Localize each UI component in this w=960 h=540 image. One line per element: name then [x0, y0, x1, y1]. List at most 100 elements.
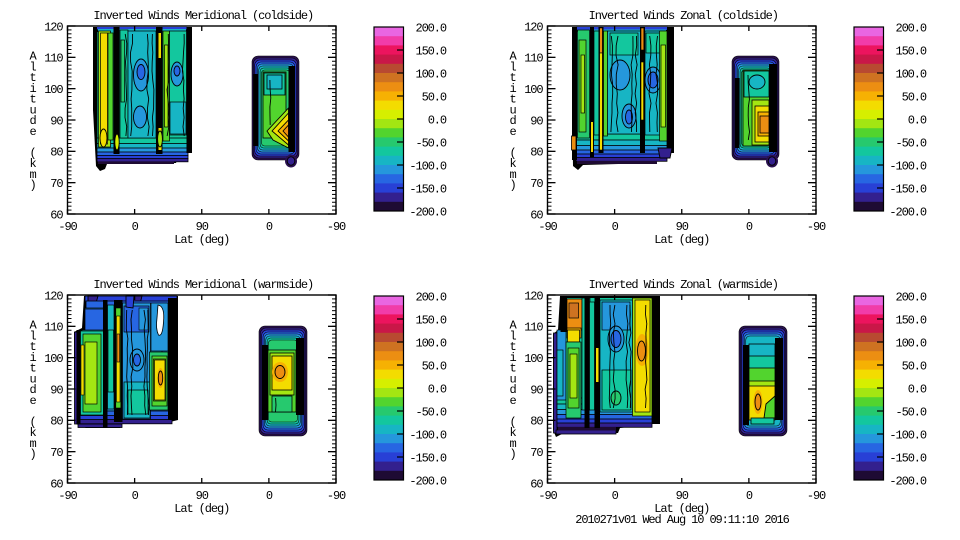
svg-text:Inverted Winds Meridional (war: Inverted Winds Meridional (warmside) [93, 278, 313, 292]
svg-text:t: t [509, 93, 515, 107]
svg-text:60: 60 [530, 477, 543, 491]
svg-text:-50.0: -50.0 [415, 137, 446, 151]
svg-text:A: A [509, 50, 517, 64]
svg-text:100: 100 [44, 352, 63, 366]
svg-text:t: t [509, 362, 515, 376]
svg-text:80: 80 [50, 415, 63, 429]
svg-text:-150.0: -150.0 [409, 452, 447, 466]
svg-text:0: 0 [746, 489, 753, 503]
svg-text:t: t [29, 93, 35, 107]
svg-text:100: 100 [524, 352, 543, 366]
svg-text:90: 90 [530, 383, 543, 397]
svg-text:150.0: 150.0 [415, 314, 446, 328]
svg-text:l: l [509, 60, 516, 74]
svg-text:Inverted Winds Meridional (col: Inverted Winds Meridional (coldside) [93, 9, 313, 23]
svg-text:150.0: 150.0 [895, 314, 926, 328]
svg-text:100: 100 [524, 83, 543, 97]
svg-text:e: e [509, 125, 516, 139]
svg-text:-150.0: -150.0 [889, 452, 927, 466]
svg-text:80: 80 [50, 146, 63, 160]
svg-text:A: A [509, 319, 517, 333]
svg-text:e: e [29, 125, 36, 139]
svg-text:(: ( [509, 146, 515, 160]
svg-text:u: u [509, 103, 516, 117]
svg-text:50.0: 50.0 [902, 91, 927, 105]
svg-text:d: d [509, 114, 516, 128]
svg-text:-50.0: -50.0 [895, 137, 926, 151]
svg-text:200.0: 200.0 [895, 22, 926, 36]
svg-text:110: 110 [44, 321, 63, 335]
svg-text:-100.0: -100.0 [889, 160, 927, 174]
svg-text:d: d [29, 114, 36, 128]
svg-text:200.0: 200.0 [415, 291, 446, 305]
svg-text:-90: -90 [58, 220, 77, 234]
svg-text:0: 0 [612, 489, 619, 503]
svg-text:100.0: 100.0 [895, 337, 926, 351]
svg-text:l: l [29, 329, 36, 343]
svg-text:90: 90 [50, 114, 63, 128]
svg-text:-90: -90 [538, 220, 557, 234]
svg-text:Lat (deg): Lat (deg) [654, 233, 709, 247]
svg-text:t: t [29, 340, 35, 354]
svg-text:70: 70 [50, 446, 63, 460]
svg-text:m: m [29, 437, 36, 451]
svg-text:m: m [509, 437, 516, 451]
svg-text:i: i [509, 82, 516, 96]
svg-text:0: 0 [132, 220, 139, 234]
svg-text:80: 80 [530, 415, 543, 429]
svg-text:-200.0: -200.0 [409, 206, 447, 220]
svg-text:-150.0: -150.0 [409, 183, 447, 197]
svg-text:Lat (deg): Lat (deg) [174, 233, 229, 247]
svg-text:90: 90 [50, 383, 63, 397]
svg-text:60: 60 [50, 208, 63, 222]
svg-text:100.0: 100.0 [415, 337, 446, 351]
svg-text:k: k [509, 157, 516, 171]
svg-text:70: 70 [50, 177, 63, 191]
svg-text:-200.0: -200.0 [409, 475, 447, 489]
svg-text:90: 90 [676, 489, 689, 503]
svg-text:0.0: 0.0 [908, 383, 927, 397]
svg-text:60: 60 [50, 477, 63, 491]
svg-text:-90: -90 [807, 489, 826, 503]
svg-text:200.0: 200.0 [415, 22, 446, 36]
svg-text:-90: -90 [538, 489, 557, 503]
svg-text:(: ( [509, 415, 515, 429]
svg-text:-50.0: -50.0 [415, 406, 446, 420]
svg-text:0.0: 0.0 [428, 114, 447, 128]
svg-text:50.0: 50.0 [422, 91, 447, 105]
svg-text:l: l [29, 60, 36, 74]
svg-text:-90: -90 [807, 220, 826, 234]
svg-text:): ) [509, 179, 515, 193]
svg-text:60: 60 [530, 208, 543, 222]
svg-text:-90: -90 [58, 489, 77, 503]
svg-text:110: 110 [44, 52, 63, 66]
svg-text:100: 100 [44, 83, 63, 97]
svg-text:): ) [29, 179, 35, 193]
svg-text:-200.0: -200.0 [889, 475, 927, 489]
svg-text:A: A [29, 50, 37, 64]
svg-text:70: 70 [530, 446, 543, 460]
svg-text:t: t [509, 340, 515, 354]
svg-text:Lat (deg): Lat (deg) [174, 502, 229, 516]
svg-text:100.0: 100.0 [895, 68, 926, 82]
svg-text:): ) [29, 448, 35, 462]
svg-text:(: ( [29, 415, 35, 429]
svg-text:2010271v01 Wed Aug 10 09:11:10: 2010271v01 Wed Aug 10 09:11:10 2016 [575, 513, 789, 527]
svg-text:200.0: 200.0 [895, 291, 926, 305]
svg-text:k: k [509, 426, 516, 440]
svg-text:(: ( [29, 146, 35, 160]
svg-text:0.0: 0.0 [908, 114, 927, 128]
svg-text:Inverted Winds Zonal (coldside: Inverted Winds Zonal (coldside) [589, 9, 778, 23]
svg-text:0: 0 [266, 220, 273, 234]
svg-text:t: t [29, 71, 35, 85]
svg-text:d: d [29, 383, 36, 397]
svg-text:0: 0 [266, 489, 273, 503]
svg-text:e: e [509, 394, 516, 408]
svg-text:l: l [509, 329, 516, 343]
svg-text:-150.0: -150.0 [889, 183, 927, 197]
svg-text:i: i [509, 351, 516, 365]
svg-text:90: 90 [676, 220, 689, 234]
svg-text:-200.0: -200.0 [889, 206, 927, 220]
svg-text:150.0: 150.0 [895, 45, 926, 59]
svg-text:120: 120 [44, 289, 63, 303]
